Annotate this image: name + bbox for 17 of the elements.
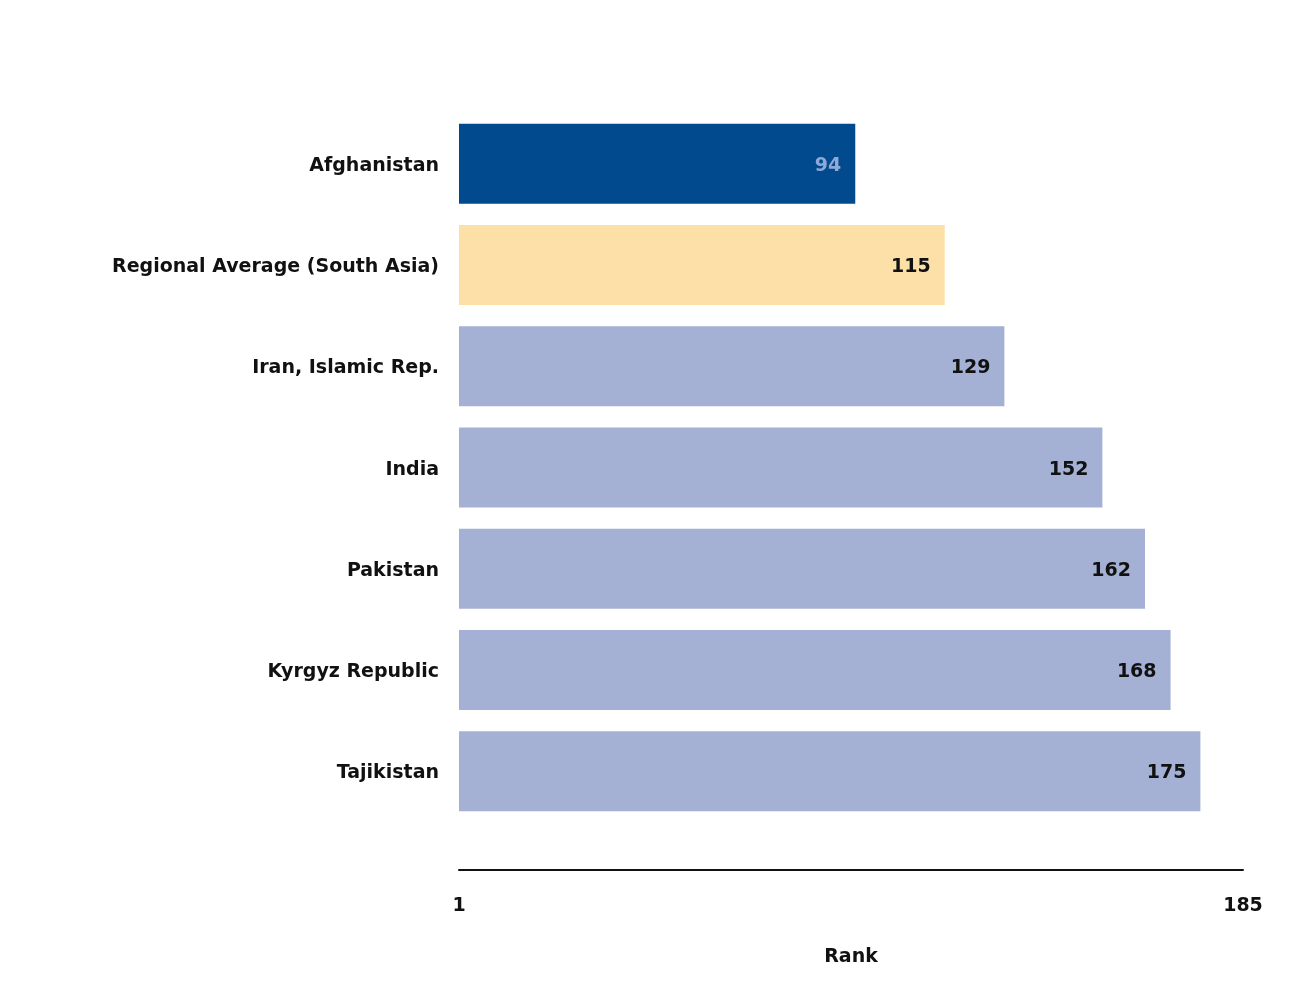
- y-tick-label: Regional Average (South Asia): [112, 253, 439, 276]
- x-axis-title: Rank: [824, 943, 879, 966]
- data-label: 175: [1146, 760, 1187, 783]
- data-label: 162: [1091, 557, 1131, 580]
- y-tick-label: Afghanistan: [309, 152, 439, 175]
- data-label: 152: [1048, 456, 1089, 479]
- data-label: 129: [950, 355, 991, 378]
- x-tick-label: 1: [452, 892, 466, 915]
- y-tick-label: Tajikistan: [336, 760, 439, 783]
- y-tick-label: Pakistan: [346, 557, 439, 580]
- x-tick-label: 185: [1223, 892, 1263, 915]
- y-tick-label: India: [385, 456, 439, 479]
- y-tick-label: Kyrgyz Republic: [267, 659, 439, 682]
- data-label: 94: [814, 152, 842, 175]
- data-label: 168: [1116, 659, 1157, 682]
- y-tick-label: Iran, Islamic Rep.: [252, 355, 439, 378]
- data-label: 115: [891, 253, 931, 276]
